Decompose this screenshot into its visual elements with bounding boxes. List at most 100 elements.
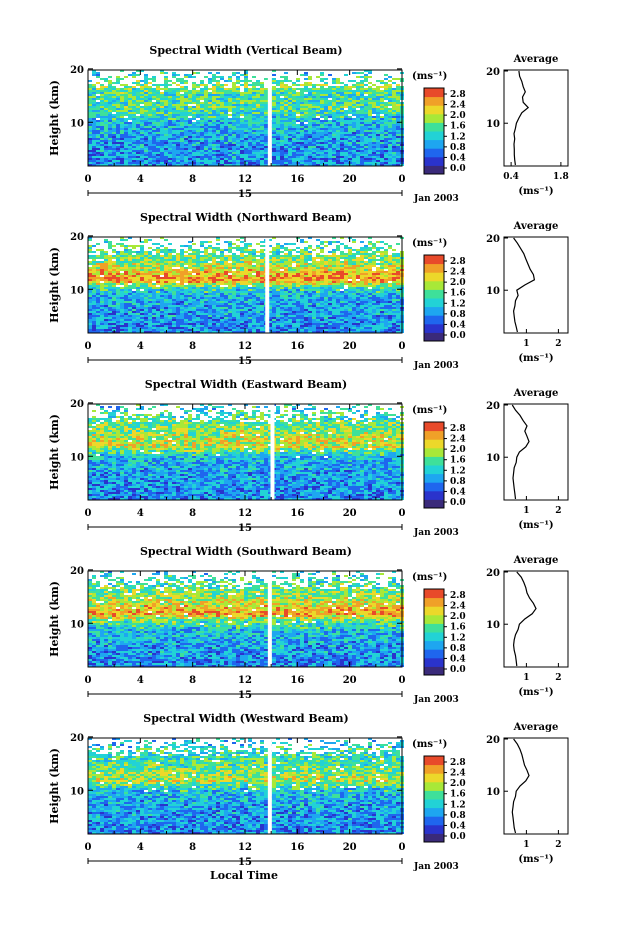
heatmap-cell (124, 88, 128, 90)
heatmap-cell (208, 162, 212, 164)
heatmap-cell (392, 112, 396, 114)
heatmap-cell (200, 142, 204, 144)
heatmap-cell (128, 90, 132, 92)
heatmap-cell (132, 118, 136, 120)
heatmap-cell (144, 156, 148, 158)
heatmap-cell (380, 249, 384, 251)
heatmap-cell (392, 257, 396, 259)
heatmap-cell (280, 84, 284, 86)
heatmap-cell (156, 249, 160, 251)
heatmap-cell (212, 88, 216, 90)
heatmap-cell (376, 255, 380, 257)
heatmap-cell (164, 100, 168, 102)
heatmap-cell (148, 152, 152, 154)
heatmap-cell (384, 110, 388, 112)
heatmap-cell (368, 80, 372, 82)
heatmap-cell (176, 150, 180, 152)
heatmap-cell (144, 144, 148, 146)
heatmap-cell (316, 245, 320, 247)
heatmap-cell (260, 130, 264, 132)
heatmap-cell (184, 263, 188, 265)
heatmap-cell (368, 124, 372, 126)
heatmap-cell (116, 247, 120, 249)
heatmap-cell (336, 94, 340, 96)
heatmap-cell (164, 249, 168, 251)
heatmap-cell (292, 106, 296, 108)
heatmap-cell (316, 156, 320, 158)
heatmap-cell (180, 92, 184, 94)
heatmap-cell (384, 154, 388, 156)
heatmap-cell (328, 150, 332, 152)
heatmap-cell (304, 88, 308, 90)
heatmap-cell (328, 74, 332, 76)
heatmap-cell (384, 162, 388, 164)
heatmap-cell (368, 152, 372, 154)
heatmap-cell (164, 120, 168, 122)
heatmap-cell (204, 126, 208, 128)
heatmap-cell (276, 148, 280, 150)
heatmap-cell (196, 124, 200, 126)
heatmap-cell (272, 108, 276, 110)
heatmap-cell (340, 132, 344, 134)
heatmap-cell (152, 261, 156, 263)
heatmap-cell (152, 251, 156, 253)
heatmap-cell (296, 112, 300, 114)
heatmap-cell (380, 150, 384, 152)
heatmap-cell (304, 255, 308, 257)
heatmap-cell (288, 86, 292, 88)
heatmap-cell (384, 118, 388, 120)
heatmap-cell (240, 92, 244, 94)
heatmap-cell (364, 88, 368, 90)
heatmap-cell (232, 96, 236, 98)
heatmap-cell (192, 249, 196, 251)
heatmap-cell (248, 90, 252, 92)
heatmap-cell (96, 76, 100, 78)
heatmap-cell (392, 102, 396, 104)
heatmap-cell (208, 92, 212, 94)
heatmap-cell (328, 102, 332, 104)
heatmap-cell (220, 144, 224, 146)
heatmap-cell (276, 84, 280, 86)
heatmap-cell (188, 128, 192, 130)
heatmap-cell (296, 134, 300, 136)
heatmap-cell (204, 108, 208, 110)
heatmap-cell (200, 124, 204, 126)
heatmap-cell (244, 245, 248, 247)
heatmap-cell (288, 120, 292, 122)
heatmap-cell (128, 239, 132, 241)
heatmap-cell (256, 150, 260, 152)
heatmap-cell (232, 134, 236, 136)
heatmap-cell (168, 94, 172, 96)
heatmap-cell (164, 90, 168, 92)
heatmap-cell (216, 108, 220, 110)
heatmap-cell (252, 245, 256, 247)
heatmap-cell (228, 106, 232, 108)
heatmap-cell (368, 126, 372, 128)
heatmap-cell (276, 96, 280, 98)
heatmap-cell (284, 142, 288, 144)
heatmap-cell (120, 98, 124, 100)
heatmap-cell (276, 257, 280, 259)
heatmap-cell (128, 152, 132, 154)
heatmap-cell (340, 96, 344, 98)
heatmap-cell (136, 245, 140, 247)
heatmap-cell (140, 80, 144, 82)
heatmap-cell (344, 245, 348, 247)
heatmap-cell (272, 72, 276, 74)
heatmap-cell (120, 96, 124, 98)
heatmap-cell (168, 144, 172, 146)
heatmap-cell (316, 122, 320, 124)
heatmap-cell (248, 104, 252, 106)
heatmap-cell (300, 132, 304, 134)
heatmap-cell (204, 102, 208, 104)
heatmap-cell (368, 134, 372, 136)
heatmap-cell (376, 243, 380, 245)
heatmap-cell (100, 134, 104, 136)
heatmap-cell (164, 122, 168, 124)
heatmap-cell (184, 253, 188, 255)
heatmap-cell (344, 110, 348, 112)
heatmap-cell (300, 92, 304, 94)
heatmap-cell (104, 86, 108, 88)
heatmap-cell (380, 112, 384, 114)
heatmap-cell (212, 104, 216, 106)
